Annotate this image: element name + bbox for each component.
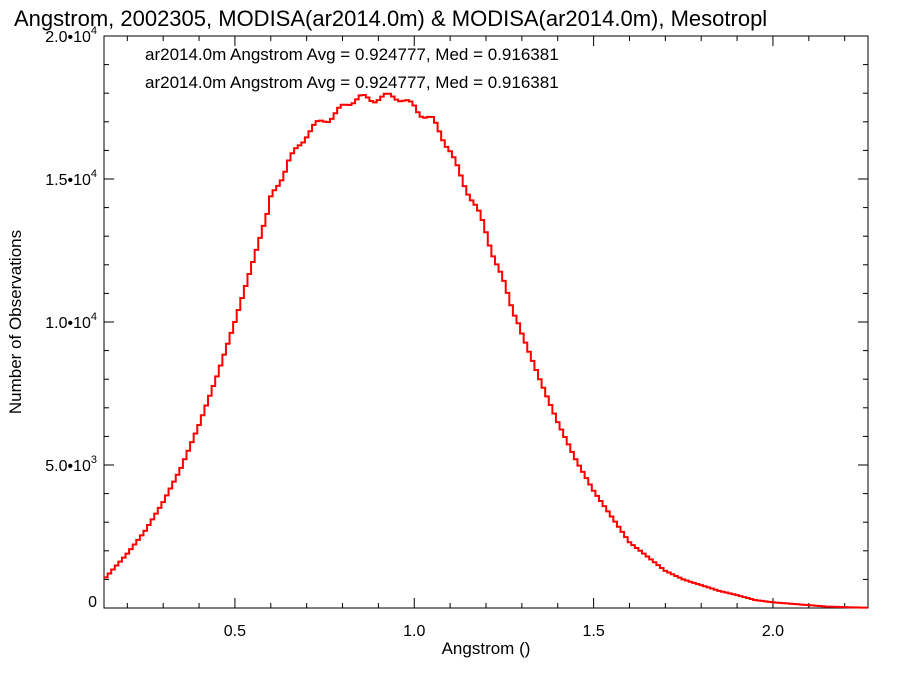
y-tick-base: 1.5•10 [45, 172, 91, 189]
y-tick-label-1: 5.0•103 [45, 454, 97, 475]
y-tick-label-3: 1.5•104 [45, 168, 97, 189]
x-tick-label-3: 2.0 [762, 623, 784, 640]
y-tick-base: 1.0•10 [45, 315, 91, 332]
x-tick-label-0: 0.5 [224, 623, 246, 640]
y-tick-exponent: 4 [91, 168, 97, 180]
y-tick-label-4: 2.0•104 [45, 25, 97, 46]
y-tick-exponent: 3 [91, 454, 97, 466]
annotation-stats-black: ar2014.0m Angstrom Avg = 0.924777, Med =… [145, 45, 559, 64]
x-tick-label-2: 1.5 [582, 623, 604, 640]
y-axis-label: Number of Observations [6, 230, 25, 414]
y-tick-label-0: 0 [88, 594, 97, 611]
x-axis-ticks: 0.5 1.0 1.5 2.0 [126, 36, 846, 640]
y-tick-exponent: 4 [91, 25, 97, 37]
y-tick-exponent: 4 [91, 311, 97, 323]
x-tick-label-1: 1.0 [403, 623, 425, 640]
y-tick-base: 5.0•10 [45, 458, 91, 475]
annotation-stats-red: ar2014.0m Angstrom Avg = 0.924777, Med =… [145, 73, 559, 92]
x-axis-label: Angstrom () [442, 639, 531, 658]
plot-frame [103, 35, 869, 609]
chart-title: Angstrom, 2002305, MODISA(ar2014.0m) & M… [14, 6, 767, 31]
y-tick-base: 2.0•10 [45, 29, 91, 46]
y-tick-base: 0 [88, 594, 97, 611]
series-layer [104, 92, 868, 609]
y-tick-label-2: 1.0•104 [45, 311, 97, 332]
histogram-series-0 [104, 92, 868, 609]
